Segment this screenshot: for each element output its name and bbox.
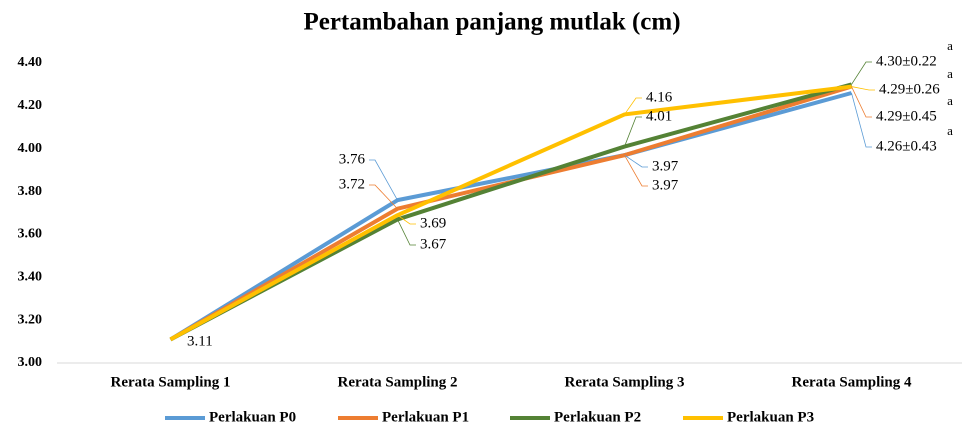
legend-label: Perlakuan P2	[554, 409, 641, 425]
x-tick-label: Rerata Sampling 4	[792, 374, 913, 390]
data-label: 4.26±0.43	[876, 138, 937, 154]
y-tick-label: 3.60	[18, 227, 43, 242]
leader-line	[624, 154, 648, 187]
data-label: 3.67	[420, 236, 447, 252]
y-tick-label: 3.20	[18, 312, 43, 327]
data-label: 3.97	[652, 177, 679, 193]
x-tick-label: Rerata Sampling 3	[565, 374, 685, 390]
data-label: 3.72	[339, 176, 365, 192]
annotation: a	[947, 93, 953, 108]
leader-line	[851, 92, 872, 148]
data-label: 4.29±0.26	[879, 81, 940, 97]
x-tick-label: Rerata Sampling 1	[111, 374, 231, 390]
series-line	[169, 91, 853, 342]
leader-line	[624, 97, 642, 115]
data-label: 3.11	[187, 333, 213, 349]
y-tick-label: 4.20	[18, 98, 43, 113]
leader-line	[397, 219, 416, 246]
data-label: 4.29±0.45	[876, 108, 937, 124]
leader-line	[397, 214, 416, 225]
data-label: 3.69	[420, 215, 446, 231]
leader-line	[369, 159, 398, 201]
data-label: 4.16	[646, 89, 673, 105]
series-line	[169, 84, 852, 342]
legend-label: Perlakuan P1	[382, 409, 469, 425]
x-tick-label: Rerata Sampling 2	[338, 374, 458, 390]
leader-line	[624, 116, 642, 147]
y-tick-label: 4.40	[18, 55, 43, 70]
leader-line	[624, 154, 648, 168]
leader-line	[851, 86, 875, 91]
data-label: 3.76	[339, 151, 366, 167]
leader-line	[851, 86, 872, 118]
leader-line	[851, 61, 872, 85]
data-label: 4.01	[646, 108, 672, 124]
y-tick-label: 3.80	[18, 184, 43, 199]
data-label: 3.97	[652, 158, 679, 174]
y-tick-label: 3.40	[18, 270, 43, 285]
series-line	[169, 84, 853, 342]
chart-title: Pertambahan panjang mutlak (cm)	[303, 9, 680, 36]
y-tick-label: 4.00	[18, 141, 43, 156]
legend-label: Perlakuan P0	[209, 409, 296, 425]
data-label: 4.30±0.22	[876, 53, 937, 69]
y-tick-label: 3.00	[18, 355, 43, 370]
annotation: a	[947, 66, 953, 81]
legend-label: Perlakuan P3	[727, 409, 814, 425]
annotation: a	[947, 38, 953, 53]
annotation: a	[947, 123, 953, 138]
leader-line	[369, 184, 398, 209]
